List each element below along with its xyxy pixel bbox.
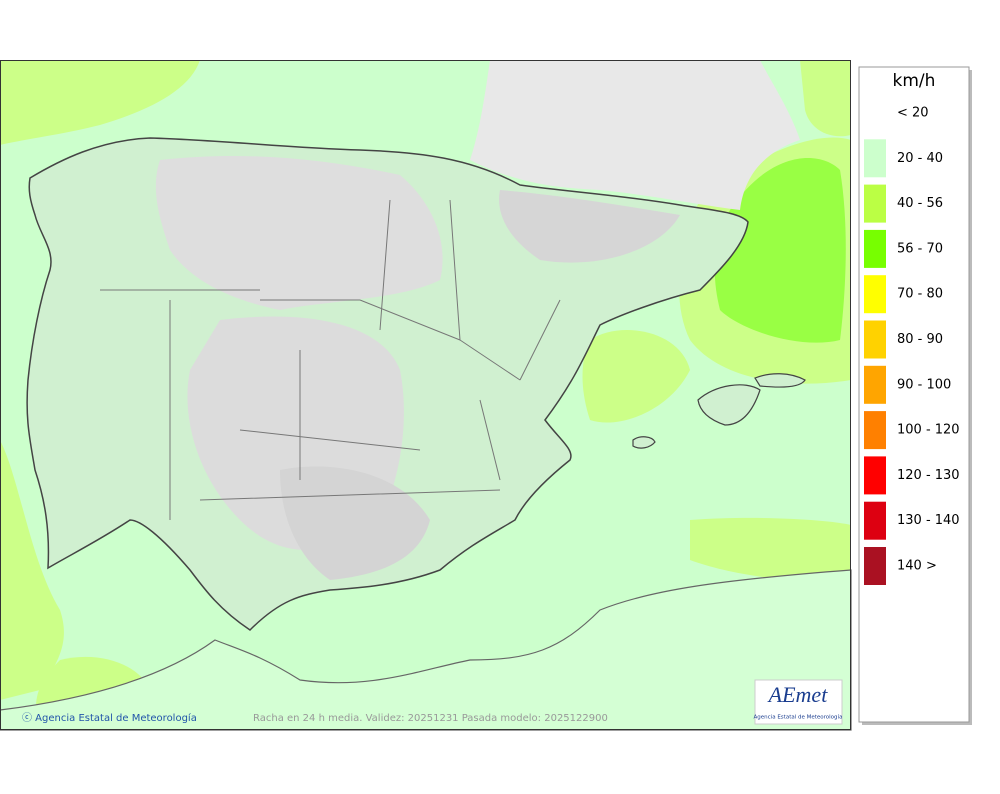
wind-zone — [582, 330, 690, 423]
logo: AEmet Agencia Estatal de Meteorología — [754, 679, 843, 725]
legend-swatch — [864, 229, 886, 268]
terrain — [280, 466, 430, 580]
legend-swatch — [864, 501, 886, 540]
caption: Racha en 24 h media. Validez: 20251231 P… — [253, 713, 608, 724]
logo-subtitle: Agencia Estatal de Meteorología — [754, 714, 843, 721]
legend-label: 140 > — [897, 559, 937, 574]
terrain — [499, 190, 680, 263]
wind-zone — [690, 517, 851, 582]
island — [754, 373, 806, 388]
map-frame — [0, 60, 851, 730]
france — [470, 60, 800, 210]
legend-label: 120 - 130 — [897, 468, 960, 483]
legend-label: < 20 — [897, 106, 929, 121]
legend-swatch — [864, 275, 886, 314]
wind-zone — [714, 158, 846, 343]
legend-label: 80 - 90 — [897, 332, 943, 347]
legend-label: 130 - 140 — [897, 513, 960, 528]
legend-swatch — [864, 94, 886, 132]
wind-zone — [800, 60, 851, 137]
legend-swatch — [864, 365, 886, 404]
legend-swatch — [864, 411, 886, 450]
wind-zone — [0, 60, 200, 145]
legend-label: 90 - 100 — [897, 377, 951, 392]
terrain — [155, 155, 443, 310]
wind-zone — [0, 440, 64, 700]
legend-swatch — [864, 320, 886, 359]
legend-swatch — [864, 547, 886, 585]
legend-label: 20 - 40 — [897, 151, 943, 166]
island — [632, 436, 656, 449]
legend: km/h < 20 20 - 40 40 - 56 56 - 70 70 - 80 80 … — [858, 66, 972, 725]
legend-swatch — [864, 456, 886, 495]
island — [697, 384, 761, 426]
legend-label: 100 - 120 — [897, 423, 960, 438]
logo-text: AEmet — [767, 682, 829, 707]
legend-title: km/h — [893, 71, 936, 91]
legend-swatch — [864, 139, 886, 178]
logo-box — [754, 679, 843, 725]
borders — [100, 199, 561, 520]
legend-swatch — [864, 184, 886, 223]
map: ⓒ Agencia Estatal de Meteorología Racha … — [0, 60, 852, 731]
legend-label: 40 - 56 — [897, 196, 943, 211]
legend-label: 70 - 80 — [897, 287, 943, 302]
legend-label: 56 - 70 — [897, 241, 943, 256]
africa — [0, 569, 852, 731]
copyright: ⓒ Agencia Estatal de Meteorología — [22, 712, 197, 724]
